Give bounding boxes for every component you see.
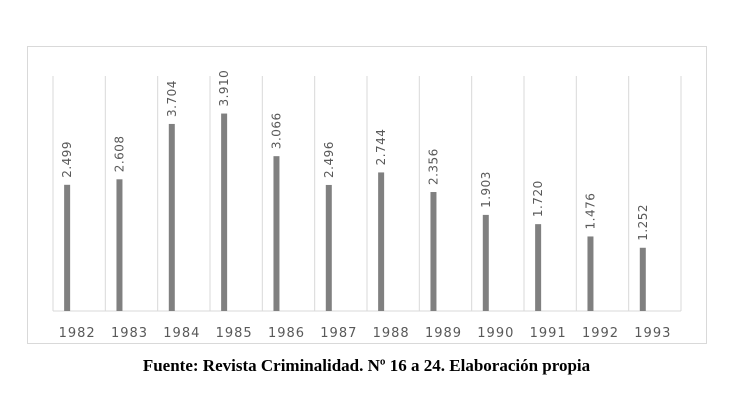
bar-1986	[273, 156, 280, 311]
bar-chart: 2.499 1982 2.608 1983 3.704 1984 3.910 1985 3.06…	[52, 70, 682, 341]
data-label-1982: 2.499	[60, 141, 74, 178]
bar-1984	[168, 123, 175, 311]
bar-1982	[64, 184, 71, 311]
data-label-1984: 3.704	[165, 80, 179, 117]
data-label-1993: 1.252	[636, 204, 650, 241]
bar-1991	[535, 224, 542, 311]
x-tick-label-1984: 1984	[163, 326, 200, 341]
bar-1988	[378, 172, 385, 311]
x-tick-label-1989: 1989	[425, 326, 462, 341]
x-tick-label-1988: 1988	[373, 326, 410, 341]
bar-1990	[482, 214, 489, 311]
data-label-1987: 2.496	[322, 141, 336, 178]
x-tick-label-1991: 1991	[530, 326, 567, 341]
x-tick-label-1983: 1983	[111, 326, 148, 341]
x-tick-label-1990: 1990	[477, 326, 514, 341]
bar-1983	[116, 179, 123, 311]
bar-1989	[430, 192, 437, 311]
x-tick-label-1993: 1993	[634, 326, 671, 341]
x-tick-label-1985: 1985	[216, 326, 253, 341]
x-tick-label-1987: 1987	[320, 326, 357, 341]
x-tick-label-1992: 1992	[582, 326, 619, 341]
data-label-1992: 1.476	[583, 193, 597, 230]
data-label-1990: 1.903	[479, 171, 493, 208]
bar-1992	[587, 236, 594, 311]
data-label-1986: 3.066	[269, 112, 283, 149]
bar-1987	[325, 184, 332, 311]
data-label-1983: 2.608	[112, 135, 126, 172]
data-label-1985: 3.910	[217, 70, 231, 107]
chart-caption: Fuente: Revista Criminalidad. Nº 16 a 24…	[142, 356, 591, 375]
x-tick-label-1986: 1986	[268, 326, 305, 341]
x-tick-label-1982: 1982	[59, 326, 96, 341]
data-label-1988: 2.744	[374, 129, 388, 166]
bar-1993	[639, 247, 646, 311]
data-label-1991: 1.720	[531, 180, 545, 217]
data-label-1989: 2.356	[426, 148, 440, 185]
bar-1985	[221, 113, 228, 311]
